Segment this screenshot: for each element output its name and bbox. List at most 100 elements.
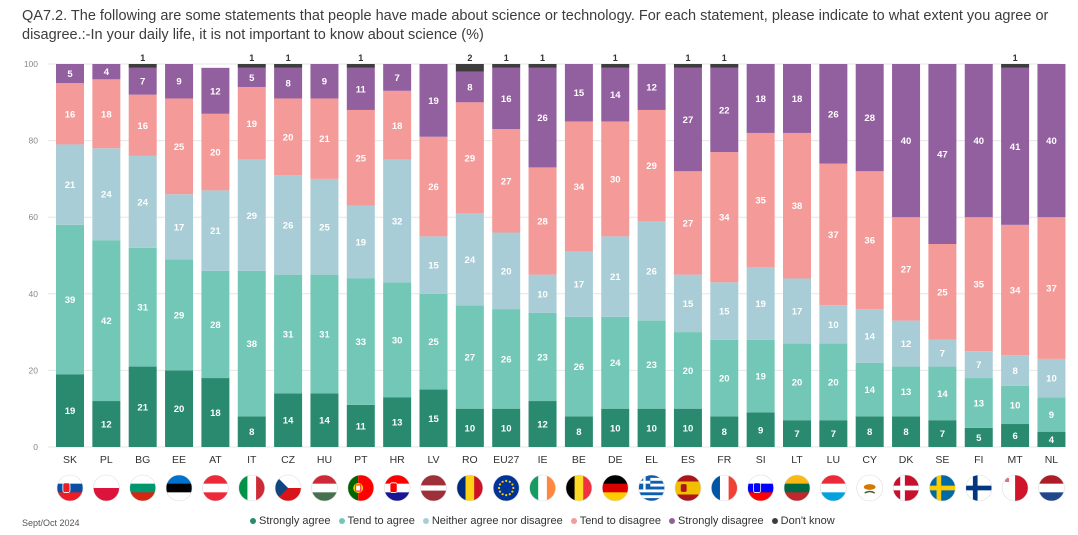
y-tick-label: 40 [29, 289, 39, 299]
data-label: 2 [467, 53, 472, 63]
x-tick-label: SI [756, 454, 766, 466]
legend-label: Neither agree nor disagree [431, 515, 563, 527]
bar-segment-dont-know [673, 64, 702, 68]
bar-segment-strongly-agree [419, 389, 448, 447]
bar-segment-tend-to-agree [964, 378, 993, 428]
flag-el-icon: Greece flag [638, 474, 665, 502]
bar-bg: 21 31 24 16 7 1 [128, 53, 157, 447]
y-tick-label: 60 [29, 212, 39, 222]
bar-segment-neither [310, 178, 339, 275]
flag-dk-icon: Denmark flag [892, 474, 920, 502]
data-label: 18 [755, 94, 766, 105]
bar-de: 10 24 21 30 14 1 [601, 53, 630, 447]
data-label: 10 [646, 423, 657, 434]
data-label: 36 [864, 236, 875, 247]
flag-se-icon: Sweden flag [929, 474, 956, 502]
bar-segment-tend-to-disagree [346, 109, 375, 206]
data-label: 1 [540, 53, 545, 63]
bar-segment-strongly-agree [492, 408, 521, 447]
bar-segment-tend-to-disagree [964, 217, 993, 352]
legend-item-neither: Neither agree nor disagree [422, 515, 563, 527]
bar-segment-strongly-disagree [710, 67, 739, 153]
bar-lu: 7 20 10 37 26 [819, 64, 848, 447]
data-label: 27 [501, 176, 512, 187]
flag-cy-icon: Cyprus flag [856, 474, 884, 502]
data-label: 19 [246, 119, 257, 130]
data-label: 17 [574, 280, 585, 291]
bar-segment-tend-to-agree [928, 366, 957, 421]
bar-segment-tend-to-agree [528, 312, 557, 402]
data-label: 1 [1013, 53, 1018, 63]
flag-lt-icon: Lithuania flag [783, 474, 811, 502]
data-label: 27 [683, 218, 694, 229]
data-label: 10 [610, 423, 621, 434]
data-label: 16 [137, 121, 148, 132]
data-label: 26 [574, 362, 585, 373]
bar-segment-tend-to-agree [673, 332, 702, 409]
bar-segment-neither [710, 282, 739, 340]
bar-segment-strongly-agree [128, 366, 157, 447]
data-label: 20 [501, 266, 512, 277]
data-label: 8 [867, 427, 872, 438]
bar-segment-neither [274, 175, 303, 275]
data-label: 47 [937, 150, 948, 161]
data-label: 19 [356, 238, 367, 249]
data-label: 8 [722, 427, 727, 438]
bar-segment-strongly-disagree [673, 67, 702, 172]
bar-it: 8 38 29 19 5 1 [237, 53, 266, 447]
data-label: 17 [792, 307, 803, 318]
bar-segment-tend-to-agree [56, 224, 84, 375]
data-label: 14 [319, 416, 330, 427]
bar-segment-strongly-agree [92, 401, 121, 447]
data-label: 24 [137, 197, 148, 208]
bar-segment-strongly-disagree [310, 64, 339, 99]
bar-segment-tend-to-agree [419, 293, 448, 390]
data-label: 20 [792, 377, 803, 388]
bar-segment-strongly-agree [819, 420, 848, 447]
data-label: 13 [973, 398, 984, 409]
data-label: 6 [1012, 431, 1017, 442]
bar-segment-strongly-disagree [56, 64, 84, 84]
bar-segment-strongly-disagree [128, 67, 157, 95]
x-tick-label: RO [462, 454, 478, 466]
data-label: 12 [901, 339, 912, 350]
bar-segment-tend-to-agree [855, 362, 884, 417]
bar-segment-dont-know [128, 64, 157, 68]
bar-segment-neither [56, 144, 84, 225]
data-label: 10 [501, 423, 512, 434]
data-label: 27 [901, 264, 912, 275]
data-label: 19 [65, 406, 76, 417]
data-label: 30 [610, 174, 621, 185]
bar-dk: 8 13 12 27 40 [892, 64, 921, 447]
data-label: 1 [685, 53, 690, 63]
bar-segment-tend-to-disagree [928, 244, 957, 340]
bar-segment-strongly-agree [274, 393, 303, 447]
x-tick-label: DE [608, 454, 623, 466]
bar-segment-neither [92, 148, 121, 241]
data-label: 1 [722, 53, 727, 63]
bar-segment-strongly-disagree [165, 64, 194, 99]
bar-segment-neither [673, 274, 702, 333]
bar-segment-strongly-agree [56, 374, 84, 447]
x-tick-label: CZ [281, 454, 296, 466]
bar-segment-strongly-agree [855, 416, 884, 447]
x-tick-label: AT [209, 454, 222, 466]
data-label: 20 [210, 148, 221, 159]
data-label: 23 [537, 352, 548, 363]
bar-segment-strongly-disagree [383, 64, 412, 91]
data-label: 1 [613, 53, 618, 63]
bar-segment-neither [128, 155, 157, 248]
data-label: 12 [101, 420, 112, 431]
flag-ee-icon: Estonia flag [165, 474, 193, 502]
bar-segment-tend-to-agree [1001, 385, 1030, 425]
data-label: 11 [356, 421, 367, 432]
bar-segment-tend-to-agree [746, 339, 775, 413]
bar-cz: 14 31 26 20 8 1 [274, 53, 303, 447]
data-label: 12 [537, 420, 548, 431]
data-label: 10 [1046, 374, 1057, 385]
data-label: 4 [104, 67, 110, 78]
bar-segment-strongly-agree [710, 416, 739, 447]
data-label: 26 [828, 109, 839, 120]
y-tick-label: 80 [29, 136, 39, 146]
bar-segment-tend-to-agree [274, 274, 303, 394]
